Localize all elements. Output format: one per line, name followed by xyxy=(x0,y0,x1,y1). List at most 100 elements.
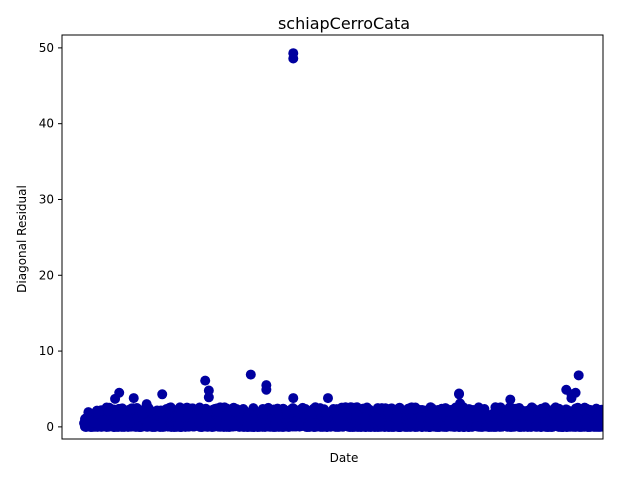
data-point xyxy=(88,417,99,428)
data-point xyxy=(406,404,417,415)
data-point xyxy=(364,404,375,415)
data-point xyxy=(429,414,440,425)
data-point xyxy=(143,417,154,428)
y-tick-label: 10 xyxy=(39,344,54,358)
data-point xyxy=(200,375,211,386)
data-point xyxy=(193,404,204,415)
data-point xyxy=(119,415,130,426)
data-point xyxy=(348,403,359,414)
data-point xyxy=(415,411,426,422)
data-point xyxy=(322,393,333,404)
data-point xyxy=(572,402,583,413)
data-point xyxy=(297,402,308,413)
data-point xyxy=(416,421,427,432)
data-point xyxy=(289,404,300,415)
y-tick-label: 0 xyxy=(46,420,54,434)
data-point xyxy=(333,414,344,425)
data-point xyxy=(455,398,466,409)
data-point xyxy=(183,409,194,420)
data-point xyxy=(137,408,148,419)
data-point xyxy=(294,421,305,432)
plot-area xyxy=(79,48,603,432)
data-point xyxy=(471,421,482,432)
data-point xyxy=(321,418,332,429)
data-points xyxy=(79,48,603,432)
data-point xyxy=(110,393,121,404)
x-axis-label: Date xyxy=(330,451,359,465)
data-point xyxy=(103,405,113,416)
data-point xyxy=(454,389,465,400)
data-point xyxy=(580,416,591,427)
data-point xyxy=(257,403,268,414)
data-point xyxy=(383,420,394,431)
data-point xyxy=(306,409,317,420)
y-tick-label: 50 xyxy=(39,41,54,55)
data-point xyxy=(155,421,166,432)
data-point xyxy=(141,399,152,410)
data-point xyxy=(157,389,168,400)
data-point xyxy=(595,417,603,428)
data-point xyxy=(511,410,522,421)
data-point xyxy=(288,53,299,64)
data-point xyxy=(126,403,137,414)
data-point xyxy=(391,413,402,424)
data-point xyxy=(286,421,297,432)
data-point xyxy=(230,406,241,417)
data-point xyxy=(269,421,280,432)
y-axis-label: Diagonal Residual xyxy=(15,185,29,293)
data-point xyxy=(340,402,351,413)
data-point xyxy=(79,417,90,428)
data-point xyxy=(566,393,577,404)
data-point xyxy=(194,417,205,428)
data-point xyxy=(488,421,499,432)
y-tick-label: 30 xyxy=(39,192,54,206)
data-point xyxy=(530,421,541,432)
data-point xyxy=(128,393,139,404)
data-point xyxy=(572,421,583,432)
data-point xyxy=(321,407,332,418)
y-tick-label: 40 xyxy=(39,117,54,131)
data-point xyxy=(383,406,394,417)
data-point xyxy=(464,410,475,421)
data-point xyxy=(220,420,231,431)
data-point xyxy=(220,412,231,423)
data-point xyxy=(517,418,528,429)
data-point xyxy=(157,412,168,423)
data-point xyxy=(456,407,467,418)
data-point xyxy=(117,403,128,414)
data-point xyxy=(230,420,241,431)
data-point xyxy=(173,420,184,431)
data-point xyxy=(492,404,503,415)
data-point xyxy=(554,412,565,423)
data-point xyxy=(281,409,292,420)
y-tick-label: 20 xyxy=(39,268,54,282)
data-point xyxy=(596,404,603,415)
data-point xyxy=(505,394,516,405)
data-point xyxy=(97,415,108,426)
chart-title: schiapCerroCata xyxy=(278,14,410,33)
data-point xyxy=(390,405,401,416)
data-point xyxy=(405,418,416,429)
data-point xyxy=(254,421,265,432)
data-point xyxy=(203,392,214,403)
data-point xyxy=(394,421,405,432)
data-point xyxy=(241,421,252,432)
data-point xyxy=(561,420,572,431)
data-point xyxy=(306,418,317,429)
data-point xyxy=(360,420,371,431)
data-point xyxy=(573,370,584,381)
data-point xyxy=(288,393,299,404)
data-point xyxy=(212,406,223,417)
data-point xyxy=(245,369,256,380)
data-point xyxy=(448,409,459,420)
data-point xyxy=(423,421,434,432)
data-point xyxy=(500,415,511,426)
y-axis-ticks: 0 10 20 30 40 50 xyxy=(39,41,62,434)
data-point xyxy=(523,410,534,421)
data-point xyxy=(448,418,459,429)
data-point xyxy=(261,384,272,395)
plot-frame xyxy=(61,34,604,440)
